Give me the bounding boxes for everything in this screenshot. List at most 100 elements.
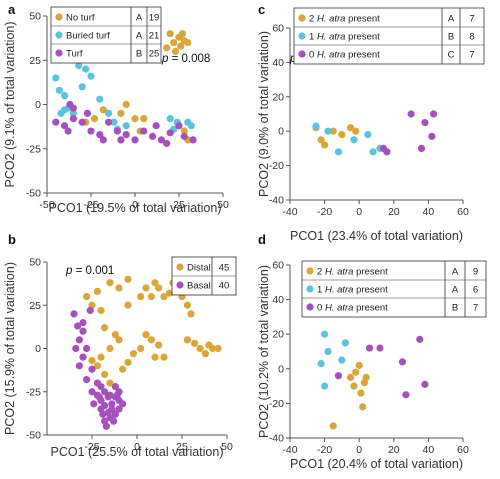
data-point-a-0: [170, 38, 178, 47]
data-point-b-0: [151, 279, 159, 287]
y-tick-label: 50: [29, 11, 41, 23]
data-point-b-1: [79, 327, 87, 335]
x-tick-label: 0: [356, 206, 362, 218]
data-point-b-1: [119, 400, 127, 408]
data-point-b-0: [183, 301, 191, 309]
data-point-b-1: [83, 344, 91, 353]
panel-letter: c: [258, 2, 265, 17]
data-point-d-2: [416, 335, 424, 343]
legend-count: 6: [473, 285, 478, 296]
data-point-a-2: [163, 139, 171, 148]
x-axis-label: PCO1 (19.5% of total variation): [49, 201, 222, 215]
legend-count: 40: [219, 281, 230, 292]
data-point-a-0: [122, 100, 130, 109]
legend-label: No turf: [66, 13, 95, 24]
data-point-b-0: [119, 365, 127, 373]
data-point-b-1: [83, 376, 91, 384]
data-point-b-0: [191, 339, 199, 347]
data-point-a-2: [69, 115, 77, 123]
legend-group: A: [136, 31, 143, 42]
data-point-b-0: [155, 284, 163, 292]
panel-letter: d: [258, 232, 266, 247]
data-point-d-1: [338, 356, 346, 364]
p-value-symbol: p: [65, 265, 73, 277]
data-point-c-1: [369, 148, 377, 156]
x-tick-label: -20: [317, 444, 332, 456]
data-point-a-1: [61, 92, 69, 100]
data-point-d-2: [365, 344, 374, 352]
data-point-b-0: [209, 344, 217, 353]
data-point-a-1: [82, 65, 90, 73]
data-point-b-0: [129, 350, 137, 358]
legend-marker: [176, 281, 184, 289]
data-point-a-2: [96, 130, 104, 139]
data-point-c-1: [312, 122, 320, 130]
data-point-a-0: [166, 30, 174, 38]
data-point-a-2: [189, 136, 197, 144]
data-point-a-2: [87, 127, 95, 135]
y-tick-label: 0: [278, 126, 284, 138]
legend-count: 7: [473, 303, 478, 314]
legend-series-name: Distal: [187, 263, 211, 274]
data-point-c-1: [334, 148, 343, 156]
data-point-b-0: [147, 336, 155, 344]
data-point-b-1: [88, 365, 96, 373]
legend-count-prefix: 2: [317, 267, 325, 278]
x-tick-label: -40: [282, 444, 297, 456]
legend-series-name: No turf: [66, 13, 95, 24]
data-point-d-1: [324, 347, 332, 356]
legend-count: 21: [149, 31, 160, 42]
legend-marker: [306, 267, 314, 275]
y-axis-label: PCO2 (9.0% of total variation): [257, 31, 271, 197]
legend-count-prefix: 2: [309, 14, 317, 25]
legend: Distal 45 Basal 40: [171, 256, 237, 296]
legend-series-name: Turf: [66, 49, 83, 60]
data-point-b-1: [113, 391, 121, 399]
legend-marker: [298, 32, 306, 40]
data-point-a-2: [175, 122, 183, 130]
legend-group: A: [452, 285, 459, 296]
data-point-a-0: [99, 106, 107, 114]
data-point-b-0: [106, 379, 114, 387]
legend: 2 H. atra present A 7 1 H. atra present B 8 0 …: [293, 7, 485, 65]
panel-letter: b: [8, 232, 16, 247]
data-point-a-0: [131, 115, 139, 123]
data-point-b-0: [124, 275, 132, 283]
data-point-c-1: [350, 136, 358, 144]
data-point-b-0: [124, 358, 132, 366]
legend-group: B: [452, 303, 458, 314]
data-point-b-1: [95, 393, 103, 401]
x-axis-label: PCO1 (25.5% of total variation): [51, 445, 224, 459]
data-point-a-2: [152, 122, 160, 130]
legend-species: H. atra: [325, 267, 354, 278]
data-point-d-0: [357, 389, 365, 397]
data-point-a-0: [180, 127, 188, 135]
data-point-b-1: [75, 336, 83, 344]
x-axis-label: PCO1 (23.4% of total variation): [290, 229, 463, 243]
data-point-b-1: [108, 405, 116, 413]
data-point-d-1: [321, 382, 329, 390]
legend-group: A: [448, 14, 455, 25]
y-tick-label: 40: [272, 57, 284, 69]
data-point-b-0: [101, 370, 109, 379]
x-tick-label: -20: [317, 206, 332, 218]
data-point-b-1: [72, 344, 80, 353]
data-point-d-0: [359, 403, 367, 411]
data-point-a-2: [131, 136, 139, 144]
x-tick-label: -25: [83, 199, 98, 211]
y-axis-label: PCO2 (9.1% of total variation): [3, 21, 17, 187]
data-point-b-0: [97, 353, 105, 361]
data-point-b-0: [155, 341, 163, 349]
legend-marker: [176, 263, 184, 271]
data-point-a-0: [177, 42, 185, 50]
legend-species: H. atra: [317, 32, 346, 43]
legend-species: H. atra: [317, 14, 346, 25]
data-point-a-0: [163, 44, 171, 52]
legend-marker: [298, 14, 306, 22]
data-point-c-2: [421, 119, 429, 127]
y-tick-label: -40: [269, 195, 284, 207]
data-point-b-1: [79, 353, 87, 361]
legend-species: H. atra: [325, 303, 354, 314]
y-tick-label: 60: [272, 23, 284, 35]
